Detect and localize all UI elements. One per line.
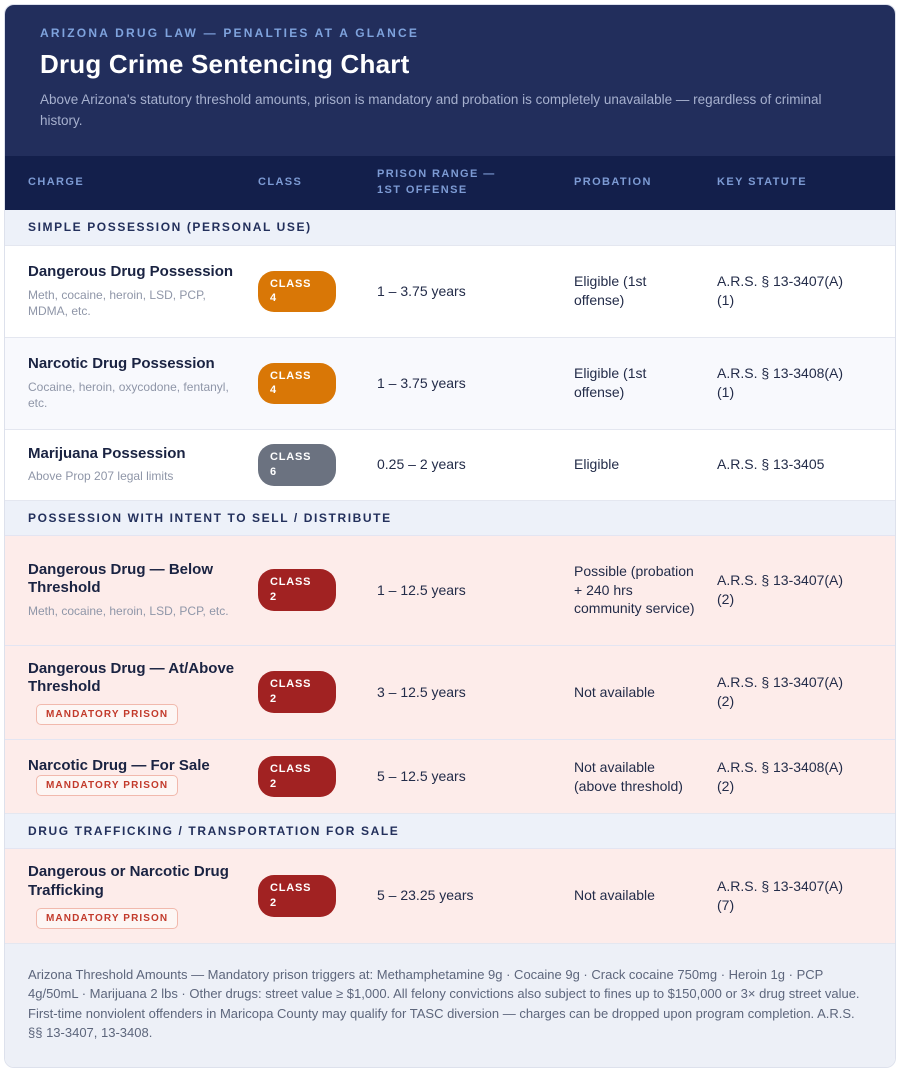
column-header-charge: CHARGE [28,175,85,188]
class-badge: CLASS 2 [258,755,336,798]
probation-cell: Not available [574,887,655,904]
class-badge: CLASS 4 [258,362,336,405]
key-statute-cell: A.R.S. § 13-3407(A)(2) [717,674,844,710]
class-cell: CLASS 2 [258,569,377,611]
key-statute-cell: A.R.S. § 13-3408(A)(1) [717,365,844,401]
charge-cell: Dangerous Drug — At/Above Threshold MAND… [28,660,258,726]
charge-description: Above Prop 207 legal limits [28,469,174,484]
charge-title: Dangerous or Narcotic Drug Trafficking [28,863,229,899]
key-statute-cell: A.R.S. § 13-3407(A)(1) [717,273,844,309]
section-title: SIMPLE POSSESSION (PERSONAL USE) [28,220,312,235]
charge-cell: Narcotic Drug — For SaleMANDATORY PRISON [28,757,258,797]
mandatory-prison-badge: MANDATORY PRISON [36,907,179,929]
class-badge-number: 2 [270,777,277,790]
column-header-prison-range: PRISON RANGE — 1ST OFFENSE [377,167,496,196]
mandatory-prison-badge: MANDATORY PRISON [36,704,179,726]
charge-title: Marijuana Possession [28,444,186,462]
class-cell: CLASS 2 [258,671,377,714]
prison-range-cell: 5 – 23.25 years [377,887,474,904]
class-badge-label: CLASS [270,881,312,894]
charge-title-text: Narcotic Drug — For Sale [28,756,210,774]
charge-cell: Dangerous or Narcotic Drug Trafficking M… [28,863,258,929]
key-statute-cell: A.R.S. § 13-3405 [717,456,825,473]
class-badge: CLASS 2 [258,671,336,714]
charge-title: Narcotic Drug Possession [28,355,215,373]
class-badge-label: CLASS [270,450,312,463]
prison-range-cell: 3 – 12.5 years [377,683,466,700]
table-row: Narcotic Drug — For SaleMANDATORY PRISON… [5,739,895,814]
footer: Arizona Threshold Amounts — Mandatory pr… [5,942,895,1067]
table-row: Dangerous Drug — Below Threshold Meth, c… [5,534,895,645]
class-badge-label: CLASS [270,277,312,290]
prison-range-cell: 1 – 3.75 years [377,374,466,391]
charge-cell: Dangerous Drug Possession Meth, cocaine,… [28,263,258,319]
key-statute-cell: A.R.S. § 13-3407(A)(2) [717,572,844,608]
prison-range-cell: 0.25 – 2 years [377,456,466,473]
probation-cell: Possible (probation + 240 hrs community … [574,562,695,617]
probation-cell: Eligible (1st offense) [574,365,647,401]
sentencing-chart-card: ARIZONA DRUG LAW — PENALTIES AT A GLANCE… [4,4,896,1068]
charge-title: Dangerous Drug — Below Threshold [28,560,214,597]
class-badge: CLASS 2 [258,874,336,917]
charge-description: Cocaine, heroin, oxycodone, fentanyl, et… [28,380,229,411]
class-badge-label: CLASS [270,369,312,382]
class-badge-number: 4 [270,384,277,397]
probation-cell: Not available [574,683,655,700]
class-badge-number: 6 [270,465,277,478]
charge-title: Dangerous Drug Possession [28,263,234,281]
column-header-key-statute: KEY STATUTE [717,175,807,188]
class-badge: CLASS 2 [258,569,336,611]
class-cell: CLASS 6 [258,443,377,486]
probation-cell: Eligible (1st offense) [574,273,647,309]
section-header-intent-to-sell: POSSESSION WITH INTENT TO SELL / DISTRIB… [5,499,895,535]
page-title: Drug Crime Sentencing Chart [40,49,410,79]
section-title: DRUG TRAFFICKING / TRANSPORTATION FOR SA… [28,824,400,839]
class-badge-label: CLASS [270,762,312,775]
charge-description: Meth, cocaine, heroin, LSD, PCP, MDMA, e… [28,288,206,319]
probation-cell: Not available (above threshold) [574,758,683,794]
class-cell: CLASS 2 [258,755,377,798]
mandatory-prison-badge: MANDATORY PRISON [36,775,179,797]
class-cell: CLASS 4 [258,270,377,313]
charge-cell: Narcotic Drug Possession Cocaine, heroin… [28,355,258,411]
page-subtitle: Above Arizona's statutory threshold amou… [40,92,822,128]
footer-note: Arizona Threshold Amounts — Mandatory pr… [28,966,860,1041]
prison-range-cell: 5 – 12.5 years [377,768,466,785]
class-badge: CLASS 4 [258,270,336,313]
class-cell: CLASS 2 [258,874,377,917]
class-badge-number: 2 [270,693,277,706]
charge-title: Dangerous Drug — At/Above Threshold [28,659,235,696]
class-badge: CLASS 6 [258,443,336,486]
key-statute-cell: A.R.S. § 13-3408(A)(2) [717,758,844,794]
key-statute-cell: A.R.S. § 13-3407(A)(7) [717,877,844,913]
table-header-row: CHARGE CLASS PRISON RANGE — 1ST OFFENSE … [5,155,895,210]
prison-range-cell: 1 – 3.75 years [377,282,466,299]
table-row: Marijuana Possession Above Prop 207 lega… [5,428,895,500]
charge-cell: Marijuana Possession Above Prop 207 lega… [28,445,258,485]
class-badge-number: 2 [270,896,277,909]
column-header-probation: PROBATION [574,175,652,188]
section-header-simple-possession: SIMPLE POSSESSION (PERSONAL USE) [5,209,895,245]
table-row: Dangerous Drug Possession Meth, cocaine,… [5,244,895,337]
class-badge-label: CLASS [270,576,312,589]
table-row: Narcotic Drug Possession Cocaine, heroin… [5,336,895,429]
table-row: Dangerous or Narcotic Drug Trafficking M… [5,848,895,943]
probation-cell: Eligible [574,456,620,473]
charge-description: Meth, cocaine, heroin, LSD, PCP, etc. [28,604,229,619]
charge-cell: Dangerous Drug — Below Threshold Meth, c… [28,561,258,620]
hero-header: ARIZONA DRUG LAW — PENALTIES AT A GLANCE… [5,5,895,156]
table-row: Dangerous Drug — At/Above Threshold MAND… [5,644,895,740]
section-header-trafficking: DRUG TRAFFICKING / TRANSPORTATION FOR SA… [5,813,895,849]
header-eyebrow: ARIZONA DRUG LAW — PENALTIES AT A GLANCE [40,26,420,40]
class-badge-number: 2 [270,591,277,604]
prison-range-cell: 1 – 12.5 years [377,581,466,598]
section-title: POSSESSION WITH INTENT TO SELL / DISTRIB… [28,510,392,525]
class-badge-label: CLASS [270,678,312,691]
class-cell: CLASS 4 [258,362,377,405]
column-header-class: CLASS [258,175,303,188]
charge-title: Narcotic Drug — For SaleMANDATORY PRISON [28,757,240,797]
class-badge-number: 4 [270,292,277,305]
